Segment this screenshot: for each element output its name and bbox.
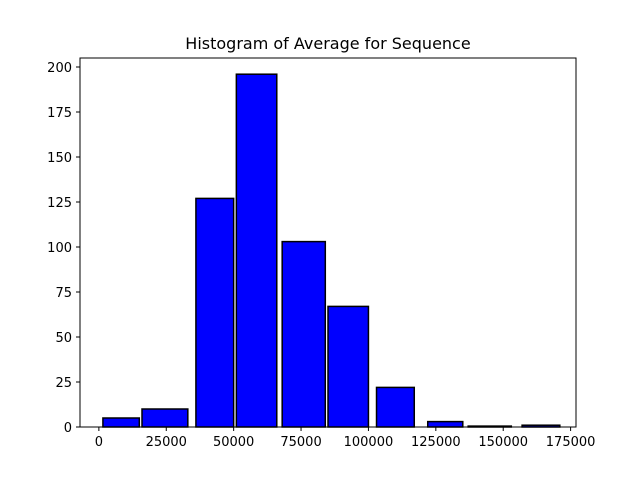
y-tick-label: 200 xyxy=(47,61,72,76)
x-tick-label: 75000 xyxy=(280,435,321,450)
x-axis-ticks: 0 25000 50000 75000 100000 125000 150000 175000 xyxy=(95,427,596,450)
x-tick-label: 25000 xyxy=(146,435,187,450)
histogram-bar xyxy=(195,197,235,428)
y-tick-label: 75 xyxy=(55,286,72,301)
x-tick-label: 100000 xyxy=(344,435,394,450)
histogram-bar xyxy=(141,408,189,428)
x-tick-label: 125000 xyxy=(411,435,461,450)
x-tick-label: 50000 xyxy=(213,435,254,450)
histogram-bar xyxy=(235,73,278,428)
histogram-bar xyxy=(102,417,141,428)
x-tick-label: 150000 xyxy=(478,435,528,450)
y-tick-label: 100 xyxy=(47,241,72,256)
y-tick-label: 0 xyxy=(64,421,72,436)
x-tick-label: 0 xyxy=(95,435,103,450)
y-tick-label: 125 xyxy=(47,196,72,211)
x-tick-label: 175000 xyxy=(546,435,596,450)
plot-area-frame xyxy=(79,57,577,428)
y-tick-label: 150 xyxy=(47,151,72,166)
bars-group xyxy=(102,73,561,428)
histogram-bar xyxy=(281,240,327,428)
y-tick-label: 25 xyxy=(55,376,72,391)
y-tick-label: 50 xyxy=(55,331,72,346)
chart-title: Histogram of Average for Sequence xyxy=(185,34,470,53)
y-axis-ticks: 0 25 50 75 100 125 150 175 200 xyxy=(47,61,80,436)
histogram-bar xyxy=(426,420,464,428)
y-tick-label: 175 xyxy=(47,106,72,121)
histogram-bar xyxy=(375,386,416,428)
histogram-bar xyxy=(327,305,370,428)
